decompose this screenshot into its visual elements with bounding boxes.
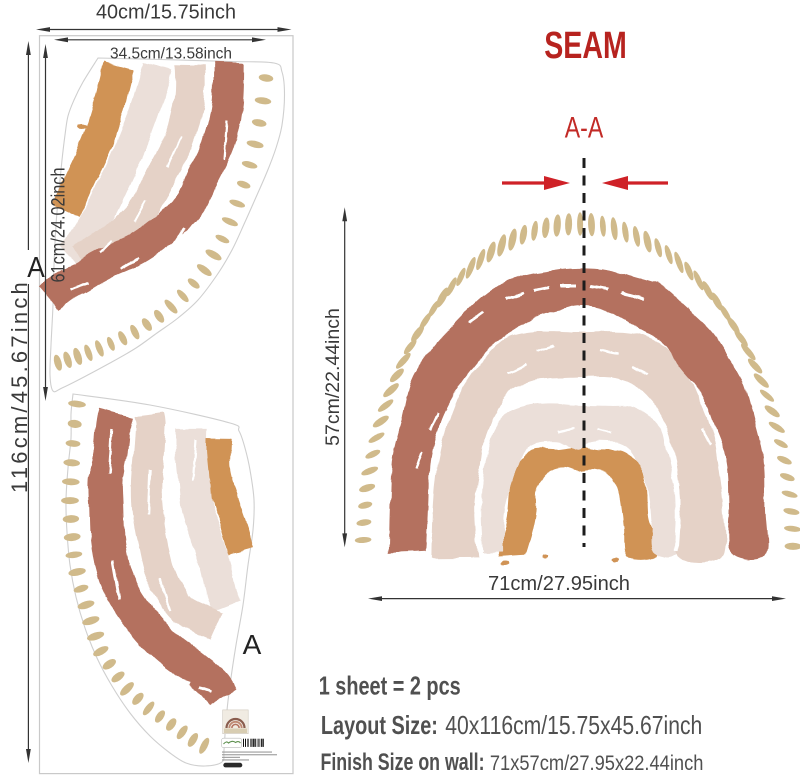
svg-text:40cm/15.75inch: 40cm/15.75inch bbox=[96, 1, 236, 24]
svg-text:1 sheet = 2 pcs: 1 sheet = 2 pcs bbox=[319, 671, 461, 701]
svg-text:Layout Size:: Layout Size: bbox=[321, 710, 438, 740]
svg-text:SEAM: SEAM bbox=[544, 25, 627, 67]
svg-text:Finish Size on wall:: Finish Size on wall: bbox=[321, 749, 485, 776]
svg-text:40x116cm/15.75x45.67inch: 40x116cm/15.75x45.67inch bbox=[445, 710, 702, 740]
svg-text:71x57cm/27.95x22.44inch: 71x57cm/27.95x22.44inch bbox=[490, 752, 704, 775]
svg-text:61cm/24.02inch: 61cm/24.02inch bbox=[48, 168, 70, 283]
svg-text:57cm/22.44inch: 57cm/22.44inch bbox=[322, 308, 344, 446]
svg-text:34.5cm/13.58inch: 34.5cm/13.58inch bbox=[110, 46, 232, 63]
svg-text:116cm/45.67inch: 116cm/45.67inch bbox=[7, 279, 32, 493]
svg-text:A: A bbox=[27, 252, 45, 284]
svg-text:A-A: A-A bbox=[565, 112, 604, 145]
svg-text:71cm/27.95inch: 71cm/27.95inch bbox=[488, 573, 630, 595]
svg-text:A: A bbox=[243, 629, 262, 660]
